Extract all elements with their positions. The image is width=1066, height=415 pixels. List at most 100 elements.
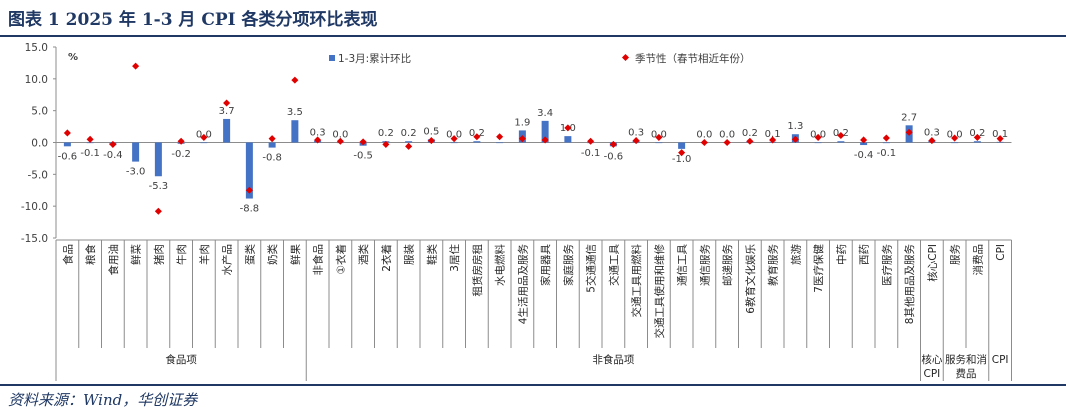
seasonal-marker xyxy=(473,133,481,141)
cpi-bar-chart: 15.0 10.0 5.0 0.0 -5.0 -10.0 -15.0% 1-3月:累计环比 季节… xyxy=(21,42,1012,381)
data-label: 3.7 xyxy=(219,106,235,117)
category-label-①衣着: ①衣着 xyxy=(334,244,347,274)
bar-西药 xyxy=(860,142,868,146)
group-label-line1: 服务和消 xyxy=(945,353,987,366)
category-label-非食品: 非食品 xyxy=(312,244,325,276)
seasonal-marker xyxy=(837,131,845,140)
category-label-水电燃料: 水电燃料 xyxy=(494,244,507,286)
data-label: 1.9 xyxy=(514,117,530,128)
seasonal-marker xyxy=(382,140,390,148)
seasonal-marker xyxy=(223,99,231,107)
seasonal-marker xyxy=(905,128,913,136)
legend-swatch-seasonal xyxy=(621,53,630,62)
category-label-交通工具使用和维修: 交通工具使用和维修 xyxy=(653,244,666,339)
data-label: -5.3 xyxy=(149,181,169,192)
category-label-牛肉: 牛肉 xyxy=(175,244,188,265)
seasonal-marker xyxy=(541,136,549,144)
legend-label-seasonal: 季节性（春节相近年份） xyxy=(635,52,751,65)
category-label-通信工具: 通信工具 xyxy=(677,244,689,286)
category-label-食品: 食品 xyxy=(61,244,74,265)
seasonal-marker xyxy=(154,207,162,215)
bar-3居住 xyxy=(450,142,458,144)
category-label-交通工具: 交通工具 xyxy=(607,244,620,286)
bar-服装 xyxy=(405,141,413,143)
seasonal-marker xyxy=(609,140,617,148)
data-label: 0.0 xyxy=(719,130,735,141)
data-label: -0.6 xyxy=(58,151,78,162)
data-label: -3.0 xyxy=(126,167,146,178)
seasonal-marker xyxy=(700,138,708,147)
group-label-line1: 核心 xyxy=(921,353,942,366)
seasonal-marker xyxy=(951,134,959,142)
category-label-服务: 服务 xyxy=(949,244,962,265)
category-label-消费品: 消费品 xyxy=(971,244,984,276)
category-label-核心CPI: 核心CPI xyxy=(926,244,939,282)
y-tick-label: -10.0 xyxy=(21,201,48,213)
data-label: 3.4 xyxy=(537,108,553,119)
bar-7医疗保健 xyxy=(814,142,822,144)
bar-中药 xyxy=(837,141,845,143)
bar-通信工具 xyxy=(678,142,686,149)
bar-交通工具使用和维修 xyxy=(655,142,663,144)
category-label-鲜菜: 鲜菜 xyxy=(130,244,143,265)
group-label: CPI xyxy=(992,354,1009,366)
seasonal-marker xyxy=(268,135,276,143)
chart-title: 图表 1 2025 年 1-3 月 CPI 各类分项环比表现 xyxy=(8,10,378,30)
data-label: -0.1 xyxy=(80,148,100,159)
bar-家庭服务 xyxy=(564,136,572,143)
data-label: 0.0 xyxy=(332,130,348,141)
data-label: 0.3 xyxy=(924,128,940,139)
unit-label: % xyxy=(68,52,78,63)
legend-label-bar: 1-3月:累计环比 xyxy=(338,52,411,65)
category-label-家庭服务: 家庭服务 xyxy=(562,244,575,286)
category-label-4生活用品及服务: 4生活用品及服务 xyxy=(516,244,529,325)
category-label-鞋类: 鞋类 xyxy=(425,244,438,265)
category-label-粮食: 粮食 xyxy=(84,244,97,265)
category-label-租赁房房租: 租赁房房租 xyxy=(471,244,484,297)
seasonal-marker xyxy=(405,142,413,150)
data-label: 1.3 xyxy=(787,121,803,132)
seasonal-marker xyxy=(245,186,253,194)
category-label-邮递服务: 邮递服务 xyxy=(721,244,734,286)
seasonal-marker xyxy=(359,138,367,146)
data-label: -0.4 xyxy=(854,150,874,161)
y-tick-label: -15.0 xyxy=(21,233,48,245)
category-label-7医疗保健: 7医疗保健 xyxy=(812,244,825,293)
seasonal-marker xyxy=(973,133,981,141)
data-label: -0.6 xyxy=(604,151,624,162)
seasonal-marker xyxy=(928,137,936,145)
bar-鲜果 xyxy=(291,120,299,143)
bar-医疗服务 xyxy=(882,142,890,144)
seasonal-marker xyxy=(518,135,526,143)
category-label-羊肉: 羊肉 xyxy=(198,244,211,265)
category-label-2衣着: 2衣着 xyxy=(380,244,393,272)
seasonal-marker xyxy=(587,137,595,145)
data-label: -0.1 xyxy=(877,148,897,159)
data-label: 3.5 xyxy=(287,107,303,118)
seasonal-marker xyxy=(632,137,640,145)
category-label-水产品: 水产品 xyxy=(221,244,234,276)
seasonal-marker xyxy=(336,137,344,145)
group-label-line2: 费品 xyxy=(956,367,977,380)
category-label-奶类: 奶类 xyxy=(266,244,279,265)
category-label-医疗服务: 医疗服务 xyxy=(880,244,893,286)
data-label: -0.5 xyxy=(353,151,373,162)
source-rule xyxy=(0,384,1066,386)
bar-食品 xyxy=(63,142,71,147)
bar-家用器具 xyxy=(541,120,549,143)
seasonal-marker xyxy=(769,136,777,144)
category-label-猪肉: 猪肉 xyxy=(152,244,165,265)
seasonal-marker xyxy=(63,129,71,137)
bar-服务 xyxy=(951,142,959,144)
category-label-家用器具: 家用器具 xyxy=(539,244,552,286)
category-label-6教育文化娱乐: 6教育文化娱乐 xyxy=(744,244,757,314)
category-label-酒类: 酒类 xyxy=(357,244,370,265)
seasonal-marker xyxy=(564,124,572,132)
data-label: 0.3 xyxy=(628,128,644,139)
data-label: 0.3 xyxy=(310,128,326,139)
y-tick-label: -5.0 xyxy=(28,169,49,181)
data-label: 0.5 xyxy=(423,126,439,137)
seasonal-marker xyxy=(427,137,435,145)
seasonal-marker xyxy=(996,135,1004,143)
seasonal-marker xyxy=(200,133,208,141)
